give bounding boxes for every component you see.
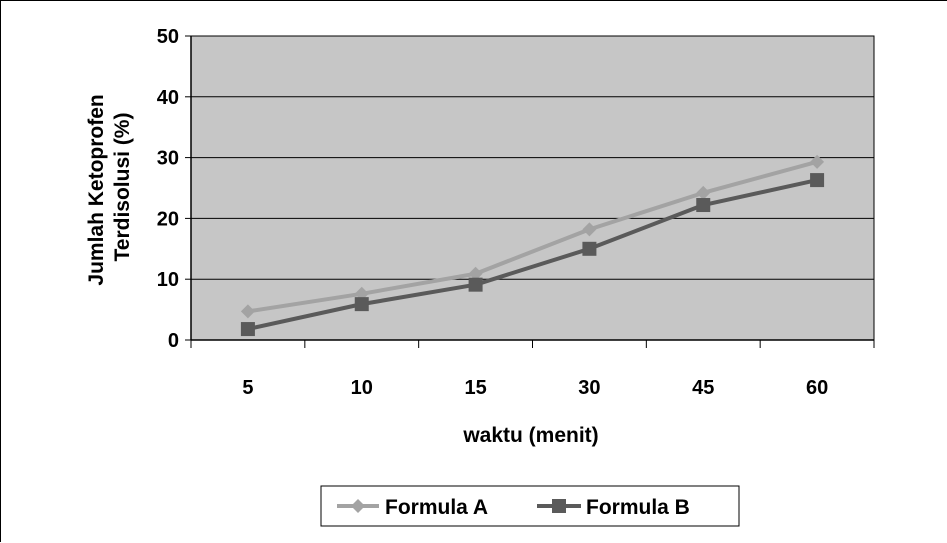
x-tick-label-30: 30 — [578, 377, 600, 399]
data-point-formula-a-30 — [582, 222, 597, 237]
x-tick-label-5: 5 — [242, 377, 253, 399]
data-point-formula-b-60 — [810, 173, 825, 188]
plot-area — [190, 35, 875, 341]
y-tick-label-20: 20 — [157, 208, 179, 230]
y-tick-label-40: 40 — [157, 87, 179, 109]
plot-background — [190, 35, 875, 341]
data-point-formula-a-5 — [240, 304, 255, 319]
y-axis-title-line-2: Terdisolusi (%) — [111, 113, 134, 262]
series-line-formula-b — [247, 178, 818, 332]
data-point-formula-b-10 — [354, 297, 369, 312]
y-tick-label-10: 10 — [157, 269, 179, 291]
data-point-formula-b-5 — [240, 322, 255, 337]
legend-box — [320, 485, 740, 527]
data-point-formula-b-45 — [696, 198, 711, 213]
data-point-formula-a-45 — [696, 185, 711, 200]
y-tick-label-50: 50 — [157, 26, 179, 48]
y-tick-label-30: 30 — [157, 148, 179, 170]
series-line-formula-a — [247, 159, 818, 314]
x-tick-label-60: 60 — [806, 377, 828, 399]
x-tick-label-10: 10 — [351, 377, 373, 399]
data-point-formula-b-15 — [468, 277, 483, 292]
x-tick-label-15: 15 — [464, 377, 486, 399]
legend: Formula A Formula B — [320, 485, 740, 527]
series-layer — [240, 154, 825, 337]
legend-marker-formula-a — [351, 499, 365, 513]
x-axis-ticks: 5 10 15 30 45 60 — [190, 340, 875, 399]
legend-label-formula-a: Formula A — [385, 496, 488, 519]
x-axis-title: waktu (menit) — [462, 424, 598, 447]
y-axis-title: Jumlah Ketoprofen Terdisolusi (%) — [85, 88, 134, 285]
y-axis-ticks: 0 10 20 30 40 50 — [157, 26, 191, 352]
y-tick-label-0: 0 — [168, 330, 179, 352]
y-axis-title-line-1: Jumlah Ketoprofen — [85, 94, 108, 285]
legend-marker-formula-b — [552, 499, 566, 513]
data-point-formula-a-15 — [468, 266, 483, 281]
data-point-formula-a-60 — [810, 154, 825, 169]
data-point-formula-b-30 — [582, 241, 597, 256]
legend-label-formula-b: Formula B — [586, 496, 690, 519]
gridlines — [191, 35, 874, 280]
x-tick-label-45: 45 — [692, 377, 714, 399]
